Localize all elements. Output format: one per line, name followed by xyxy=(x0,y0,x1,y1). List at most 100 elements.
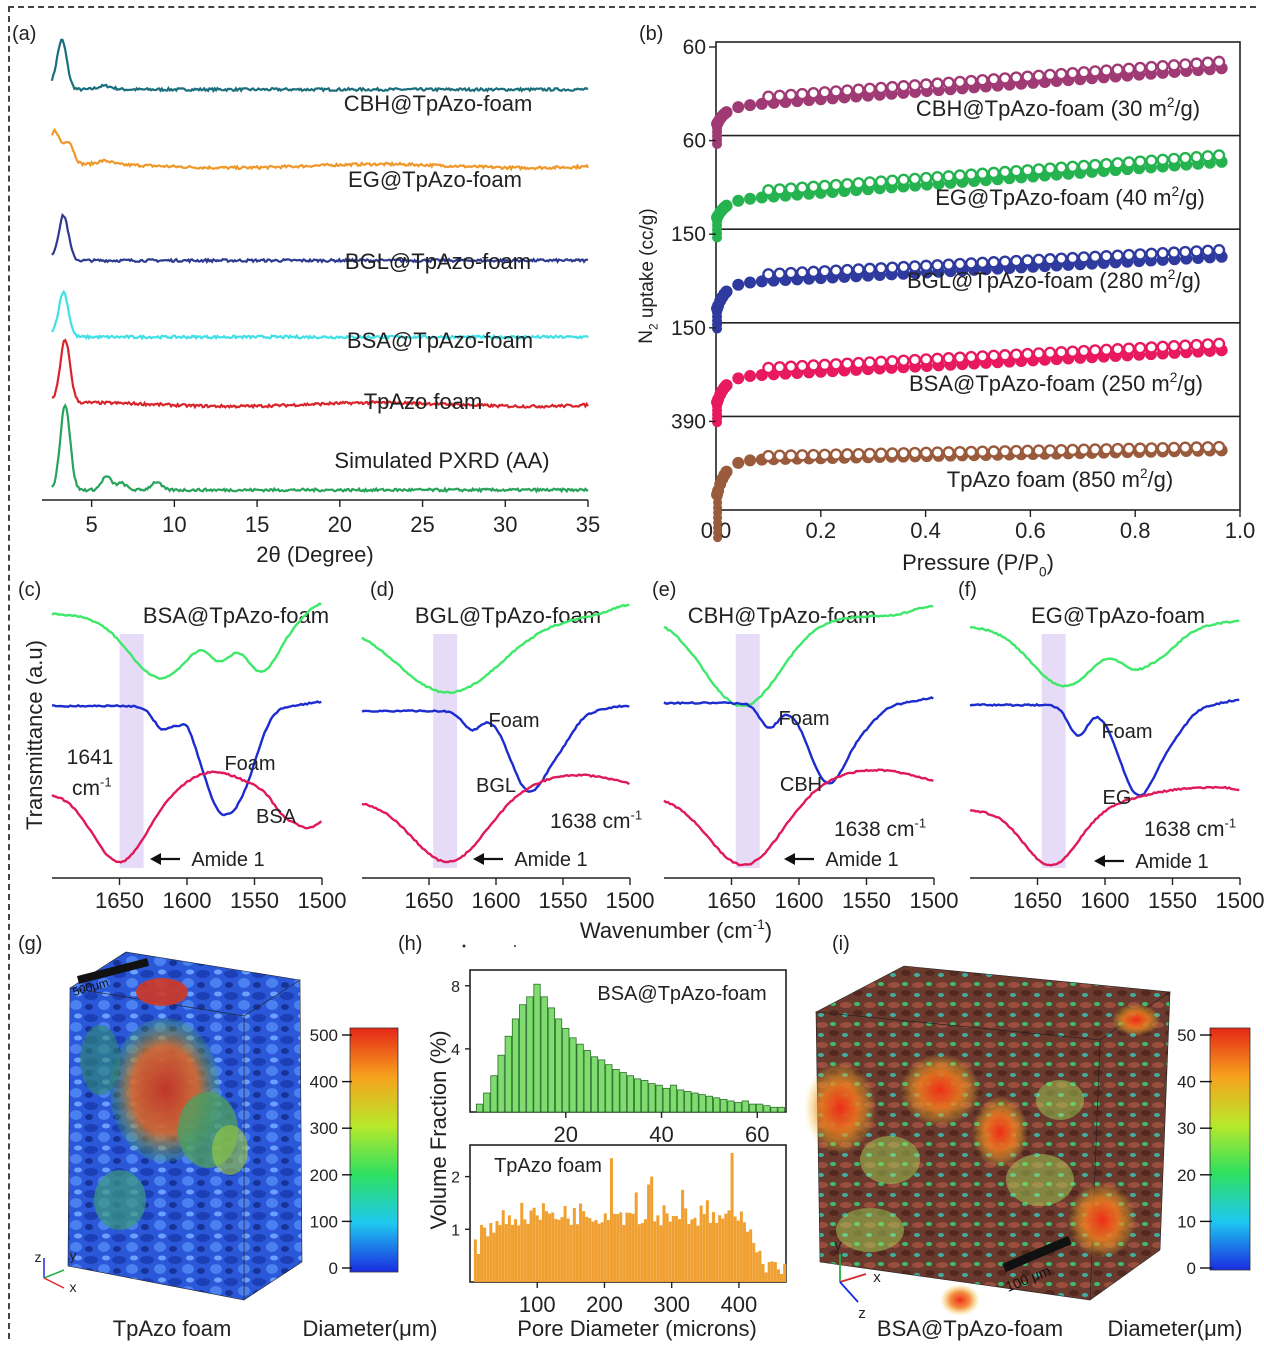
isotherm-desorption-point xyxy=(976,256,989,270)
hist-top-x-tick-label: 20 xyxy=(554,1122,578,1147)
colorbar-i-label: Diameter(μm) xyxy=(1108,1316,1243,1341)
isotherm-desorption-point xyxy=(964,257,978,270)
panel-label-e: (e) xyxy=(652,579,676,601)
ftir-biomolecule-trace xyxy=(969,785,1240,867)
hist-top-bar xyxy=(748,1103,757,1113)
hist-bottom-bar xyxy=(699,1205,703,1282)
axis-x-g-label: x xyxy=(70,1279,77,1295)
isotherm-desorption-point xyxy=(1066,345,1079,358)
scale-bar-i xyxy=(1002,1235,1072,1273)
hist-bottom-bar xyxy=(752,1242,756,1282)
hist-top-bar xyxy=(576,1043,584,1113)
isotherm-desorption-point xyxy=(1100,443,1113,456)
isotherm-desorption-point xyxy=(1077,251,1091,264)
ftir-amide-band xyxy=(433,634,458,868)
pxrd-series-line xyxy=(50,127,589,172)
hist-bottom-bar xyxy=(643,1219,647,1282)
hist-bottom-x-tick-label: 100 xyxy=(519,1292,556,1317)
hist-top-bar xyxy=(777,1106,785,1113)
colorbar-g-label: Diameter(μm) xyxy=(303,1316,438,1341)
hist-bottom-bar xyxy=(480,1224,484,1282)
isotherm-desorption-point xyxy=(1156,441,1169,455)
isotherm-desorption-point xyxy=(931,259,944,272)
hist-bottom-bar xyxy=(650,1176,654,1282)
isotherm-desorption-point xyxy=(942,76,955,89)
isotherm-desorption-point xyxy=(953,257,967,271)
colorbar-i-tick-label: 20 xyxy=(1177,1166,1196,1185)
hist-bottom-bar xyxy=(529,1210,533,1282)
ftir-trace-label: CBH xyxy=(780,774,822,796)
isotherm-desorption-point xyxy=(852,356,865,370)
isotherm-desorption-point xyxy=(1032,444,1045,457)
isotherm-adsorption-point xyxy=(744,99,757,112)
hist-bottom-bar xyxy=(687,1224,691,1282)
hist-bottom-bar xyxy=(572,1207,576,1282)
pxrd-x-tick-label: 5 xyxy=(86,512,98,537)
hist-bottom-bar xyxy=(597,1223,601,1282)
isotherm-desorption-point xyxy=(1111,63,1124,76)
ftir-amide-arrowhead xyxy=(150,853,161,865)
colorbar-i-tick-label: 0 xyxy=(1187,1259,1196,1278)
ftir-biomolecule-trace xyxy=(361,773,631,864)
pore-histograms: 20 40 60 4 8 BSA@TpAzo-foam 100 200 300 400 1 2 TpAz… xyxy=(426,944,787,1341)
hist-bottom-bar xyxy=(708,1222,712,1282)
isotherm-stack-label: CBH@TpAzo-foam (30 m2/g) xyxy=(916,95,1200,121)
isotherm-desorption-point xyxy=(998,255,1012,268)
isotherm-adsorption-point xyxy=(744,454,757,467)
hist-bottom-bar xyxy=(656,1215,660,1282)
pxrd-x-tick-label: 30 xyxy=(493,512,517,537)
hist-top-bar xyxy=(554,1018,563,1113)
isotherm-desorption-point xyxy=(874,355,888,369)
panel-label-a: (a) xyxy=(12,23,36,45)
isotherm-desorption-point xyxy=(807,265,820,279)
ftir-band-label: 1638 cm-1 xyxy=(834,816,926,841)
isotherm-desorption-point xyxy=(897,260,910,274)
hist-top-y-tick-label: 8 xyxy=(451,979,460,996)
ftir-trace-label: BSA xyxy=(256,806,297,828)
pxrd-series-line xyxy=(51,403,589,494)
hist-bottom-bar xyxy=(535,1215,539,1282)
hist-top-bar xyxy=(662,1087,670,1113)
pore-region-i xyxy=(1036,1080,1084,1120)
isotherm-desorption-point xyxy=(976,350,989,363)
hist-y-label: Volume Fraction (%) xyxy=(426,1030,451,1229)
isotherm-desorption-point xyxy=(1145,154,1158,167)
pxrd-series-label: EG@TpAzo-foam xyxy=(348,167,522,192)
hist-bottom-bar xyxy=(653,1221,657,1282)
hist-bottom-bar xyxy=(588,1218,592,1282)
pore-region-top xyxy=(136,978,188,1006)
ftir-amide-arrowhead xyxy=(784,853,795,865)
hist-top-bar xyxy=(734,1102,742,1113)
isotherm-desorption-point xyxy=(1156,153,1169,167)
hist-top-bar xyxy=(705,1095,713,1113)
isotherm-desorption-point xyxy=(964,168,978,181)
hist-bottom-bar xyxy=(730,1152,734,1282)
isotherm-desorption-point xyxy=(841,263,854,277)
isotherm-adsorption-point xyxy=(744,276,757,289)
axis-y-i-label: y xyxy=(834,1237,842,1254)
hist-bottom-bar xyxy=(501,1210,505,1282)
isotherm-desorption-point xyxy=(1010,444,1023,458)
hist-top-bar xyxy=(720,1098,728,1113)
isotherm-desorption-point xyxy=(953,351,967,364)
hist-bottom-y-tick-label: 1 xyxy=(451,1222,460,1239)
ftir-x-tick-label: 1550 xyxy=(1148,888,1197,913)
axis-y-g xyxy=(43,1269,65,1279)
ftir-amide-band xyxy=(1041,634,1066,868)
pxrd-x-tick-label: 15 xyxy=(245,512,269,537)
isotherm-desorption-point xyxy=(897,354,910,367)
hist-bottom-bar xyxy=(783,1263,787,1282)
isotherm-stack-label: TpAzo foam (850 m2/g) xyxy=(947,466,1173,492)
isotherm-desorption-point xyxy=(818,179,831,193)
isotherm-desorption-point xyxy=(1032,253,1045,267)
large-pore-region-i xyxy=(900,1054,980,1126)
isotherm-desorption-point xyxy=(818,86,831,99)
isotherm-desorption-point xyxy=(795,449,809,462)
ftir-x-tick-label: 1650 xyxy=(1013,888,1062,913)
hist-bottom-bar xyxy=(594,1219,598,1282)
hist-top-bar xyxy=(626,1075,634,1113)
hist-bottom-bar xyxy=(622,1225,626,1282)
isotherm-desorption-point xyxy=(964,74,978,88)
isotherm-y-label: N2 uptake (cc/g) xyxy=(636,208,661,343)
